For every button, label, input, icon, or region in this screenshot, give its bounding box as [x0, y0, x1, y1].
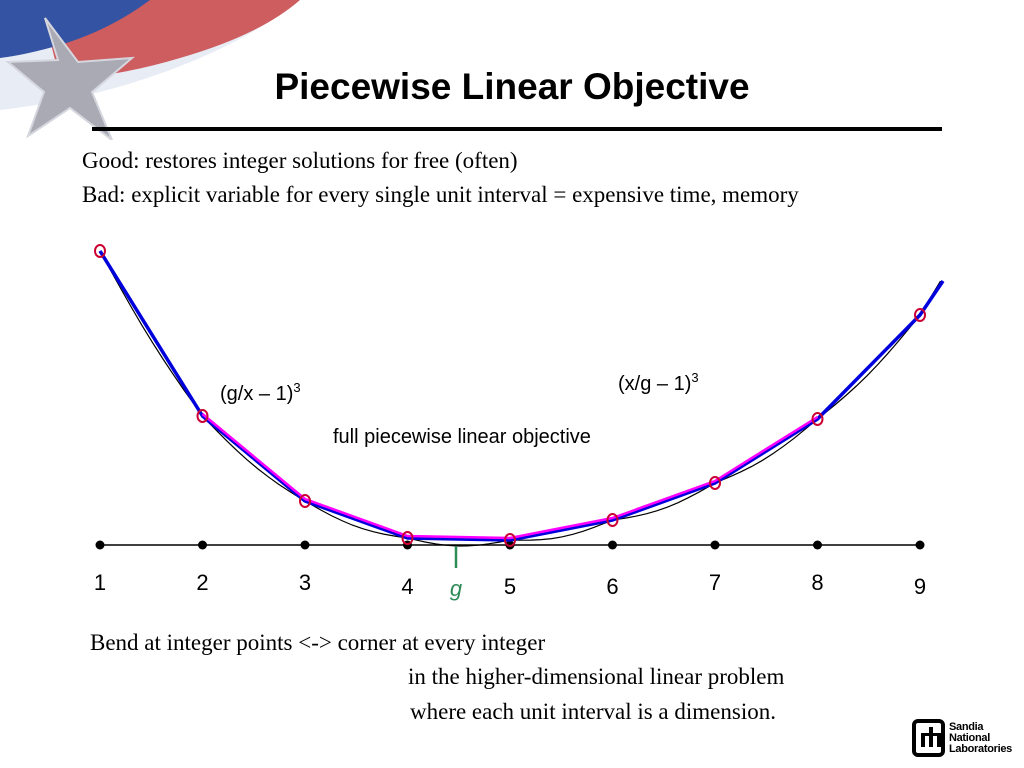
axis-tick-label: 3 [299, 570, 311, 595]
integer-marker [811, 412, 824, 426]
axis-tick-label: 5 [504, 574, 516, 599]
axis-dot [95, 540, 105, 550]
integer-point-markers [94, 244, 926, 547]
pwl-magenta-path [201, 413, 819, 540]
sandia-logo-text: Sandia National Laboratories [948, 720, 1012, 755]
integer-marker [196, 409, 209, 423]
left-formula-text: (g/x – 1) [220, 383, 293, 405]
axis-dot [198, 540, 207, 550]
axis-tick-labels: 1 2 3 4 5 6 7 8 9 [94, 570, 926, 599]
axis-dot [915, 540, 925, 550]
right-formula-text: (x/g – 1) [618, 373, 691, 395]
axis-dot [813, 540, 822, 550]
title-divider [92, 127, 942, 131]
axis-tick-label: 7 [709, 570, 721, 595]
axis-tick-label: 1 [94, 570, 106, 595]
footer-line-2: in the higher-dimensional linear problem [408, 664, 785, 689]
flag-star-decoration [0, 0, 300, 140]
axis-dot [300, 540, 310, 550]
integer-marker [94, 244, 106, 258]
pwl-blue-path [98, 250, 945, 542]
bullet-bad: Bad: explicit variable for every single … [82, 182, 799, 207]
center-caption: full piecewise linear objective [333, 426, 591, 448]
integer-marker [709, 476, 721, 490]
axis-dot [710, 540, 720, 550]
smooth-curve-path [99, 250, 942, 547]
axis-tick-label: 6 [606, 574, 618, 599]
right-formula-exp: 3 [691, 370, 698, 385]
axis-tick-label: 4 [401, 574, 413, 599]
bullet-good: Good: restores integer solutions for fre… [82, 148, 518, 173]
axis-tick-label: 9 [914, 574, 926, 599]
g-label: g [450, 576, 463, 601]
sandia-logo: Sandia National Laboratories [912, 716, 1012, 760]
footer-line-3: where each unit interval is a dimension. [410, 699, 776, 724]
axis-tick-label: 2 [196, 570, 208, 595]
right-formula-label: (x/g – 1)3 [618, 370, 699, 395]
piecewise-linear-curve [98, 250, 945, 542]
footer-line-1: Bend at integer points <-> corner at eve… [90, 630, 546, 655]
axis-tick-label: 8 [811, 570, 823, 595]
left-formula-exp: 3 [293, 380, 300, 395]
left-formula-label: (g/x – 1)3 [220, 380, 301, 405]
integer-marker [606, 513, 619, 527]
integer-marker [504, 533, 516, 547]
slide-title: Piecewise Linear Objective [274, 66, 750, 107]
sandia-logo-mark [912, 719, 945, 757]
integer-marker [914, 308, 926, 322]
integer-marker [299, 494, 311, 508]
axis-dot [608, 540, 617, 550]
smooth-objective-curve [99, 250, 942, 547]
integer-marker [401, 531, 414, 545]
